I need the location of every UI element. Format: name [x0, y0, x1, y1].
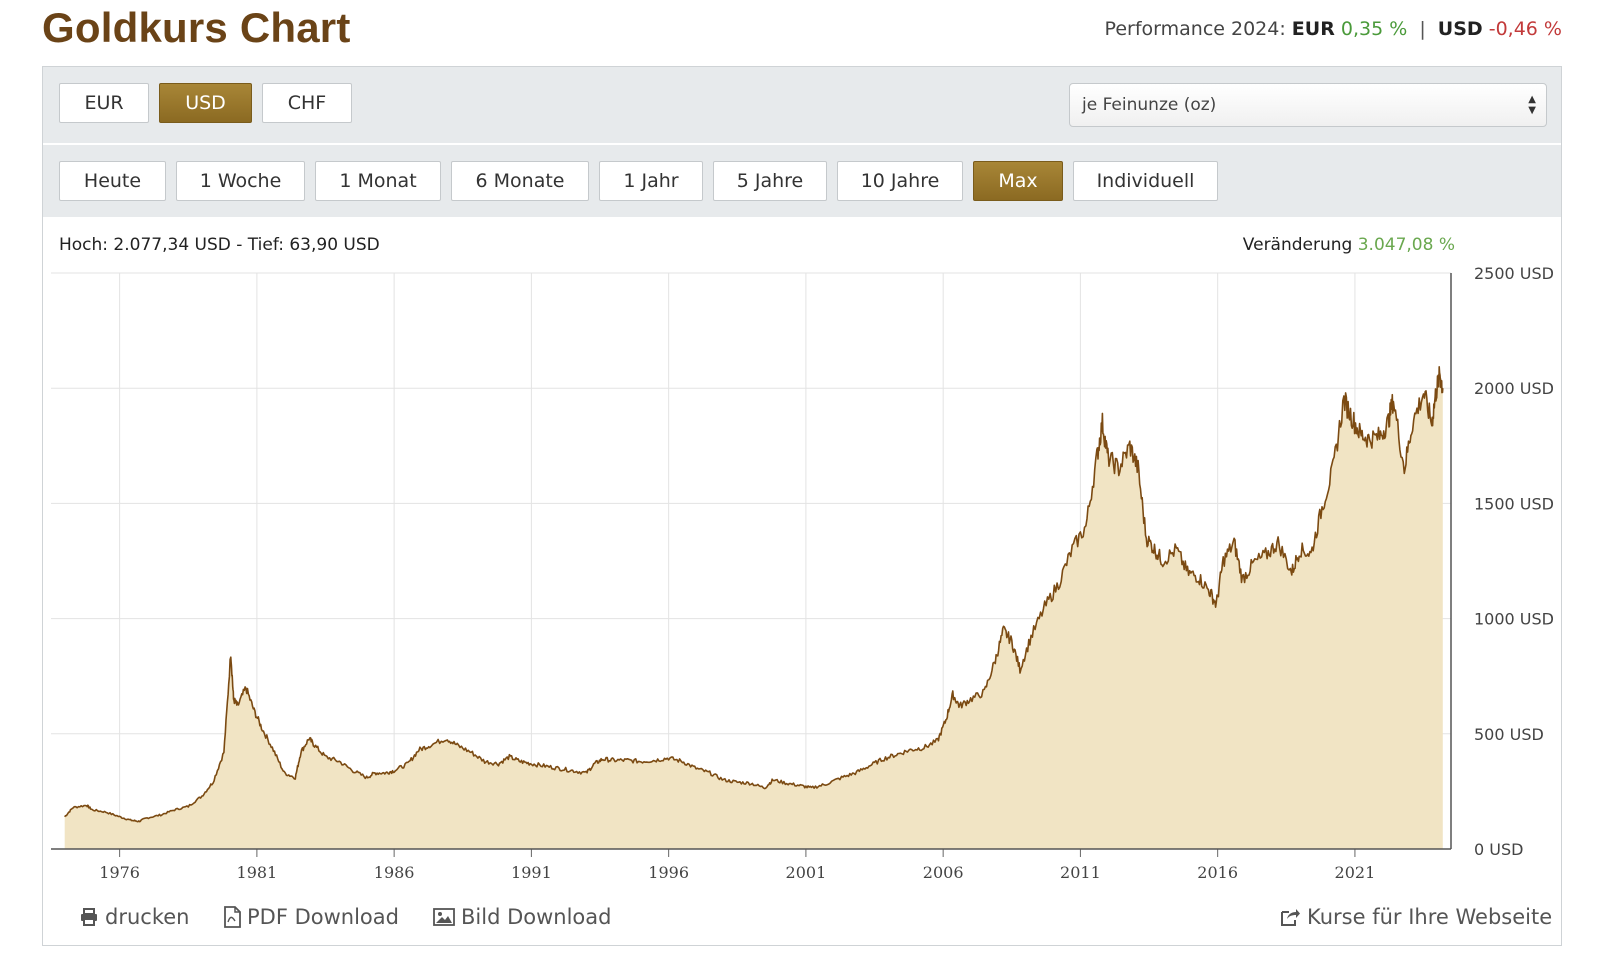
- x-tick-label: 2016: [1197, 863, 1238, 882]
- change-label: Veränderung: [1242, 235, 1353, 255]
- range-button-1-woche[interactable]: 1 Woche: [176, 161, 305, 201]
- eur-label: EUR: [1291, 18, 1335, 40]
- y-tick-label: 500 USD: [1474, 725, 1544, 744]
- x-tick-label: 2001: [786, 863, 827, 882]
- range-button-heute[interactable]: Heute: [59, 161, 166, 201]
- pdf-download-link[interactable]: PDF Download: [223, 905, 399, 929]
- unit-select[interactable]: je Feinunze (oz) ▲ ▼: [1069, 83, 1547, 127]
- range-button-1-jahr[interactable]: 1 Jahr: [599, 161, 703, 201]
- x-tick-label: 1981: [237, 863, 278, 882]
- currency-toolbar: EUR USD CHF je Feinunze (oz) ▲ ▼: [43, 67, 1561, 145]
- currency-button-usd[interactable]: USD: [159, 83, 252, 123]
- x-tick-label: 2011: [1060, 863, 1101, 882]
- range-button-5-jahre[interactable]: 5 Jahre: [713, 161, 827, 201]
- high-low-info: Hoch: 2.077,34 USD - Tief: 63,90 USD: [59, 235, 380, 255]
- performance-summary: Performance 2024: EUR 0,35 % | USD -0,46…: [1105, 18, 1562, 40]
- change-info: Veränderung 3.047,08 %: [1243, 235, 1455, 255]
- y-tick-label: 1500 USD: [1474, 494, 1554, 513]
- price-line: [64, 366, 1444, 823]
- y-tick-label: 0 USD: [1474, 840, 1523, 859]
- range-toolbar: Heute 1 Woche 1 Monat 6 Monate 1 Jahr 5 …: [43, 145, 1561, 217]
- x-tick-label: 1991: [511, 863, 552, 882]
- performance-label: Performance 2024:: [1104, 18, 1286, 40]
- separator: |: [1419, 18, 1426, 40]
- currency-button-chf[interactable]: CHF: [262, 83, 352, 123]
- y-tick-label: 1000 USD: [1474, 610, 1554, 629]
- range-button-1-monat[interactable]: 1 Monat: [315, 161, 441, 201]
- pdf-download-label: PDF Download: [247, 905, 399, 929]
- print-link[interactable]: drucken: [79, 905, 189, 929]
- chart-panel: EUR USD CHF je Feinunze (oz) ▲ ▼ Heute 1 …: [42, 66, 1562, 946]
- x-tick-label: 1976: [99, 863, 140, 882]
- printer-icon: [79, 907, 99, 927]
- image-icon: [433, 908, 455, 926]
- y-tick-label: 2500 USD: [1474, 264, 1554, 283]
- range-button-10-jahre[interactable]: 10 Jahre: [837, 161, 963, 201]
- usd-label: USD: [1437, 18, 1483, 40]
- range-button-max[interactable]: Max: [973, 161, 1063, 201]
- embed-rates-label: Kurse für Ihre Webseite: [1307, 905, 1553, 929]
- currency-button-eur[interactable]: EUR: [59, 83, 149, 123]
- share-icon: [1279, 907, 1301, 927]
- y-tick-label: 2000 USD: [1474, 379, 1554, 398]
- image-download-label: Bild Download: [461, 905, 612, 929]
- print-label: drucken: [105, 905, 190, 929]
- pdf-file-icon: [223, 906, 241, 928]
- usd-performance: -0,46 %: [1488, 18, 1562, 40]
- x-tick-label: 2021: [1335, 863, 1376, 882]
- x-tick-label: 1996: [648, 863, 689, 882]
- range-button-6-monate[interactable]: 6 Monate: [451, 161, 589, 201]
- unit-select-value: je Feinunze (oz): [1082, 95, 1217, 115]
- change-value: 3.047,08 %: [1357, 235, 1455, 255]
- price-area: [64, 366, 1443, 849]
- eur-performance: 0,35 %: [1340, 18, 1408, 40]
- range-button-individuell[interactable]: Individuell: [1073, 161, 1218, 201]
- embed-rates-link[interactable]: Kurse für Ihre Webseite: [1279, 905, 1552, 929]
- gold-price-chart: 0 USD 500 USD 1000 USD 1500 USD 2000 USD 2500…: [51, 264, 1554, 882]
- x-tick-label: 2006: [923, 863, 964, 882]
- page-title: Goldkurs Chart: [42, 4, 351, 51]
- select-arrows-icon: ▲ ▼: [1528, 94, 1536, 116]
- x-tick-label: 1986: [374, 863, 415, 882]
- image-download-link[interactable]: Bild Download: [433, 905, 611, 929]
